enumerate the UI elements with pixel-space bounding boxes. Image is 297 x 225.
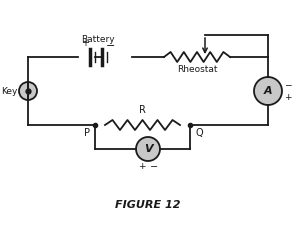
Text: FIGURE 12: FIGURE 12: [115, 200, 181, 210]
Text: R: R: [139, 105, 146, 115]
Text: +: +: [284, 92, 291, 101]
Text: −: −: [106, 41, 116, 51]
Text: +: +: [81, 38, 89, 48]
Text: Rheostat: Rheostat: [177, 65, 217, 74]
Circle shape: [136, 137, 160, 161]
Text: Q: Q: [195, 128, 203, 138]
Text: −: −: [150, 162, 158, 172]
Text: Battery: Battery: [81, 35, 115, 44]
Text: P: P: [84, 128, 90, 138]
Text: +: +: [138, 162, 146, 171]
Text: V: V: [144, 144, 152, 154]
Text: Key: Key: [1, 86, 18, 95]
Circle shape: [19, 82, 37, 100]
Text: A: A: [264, 86, 272, 96]
Circle shape: [254, 77, 282, 105]
Text: −: −: [284, 81, 291, 90]
